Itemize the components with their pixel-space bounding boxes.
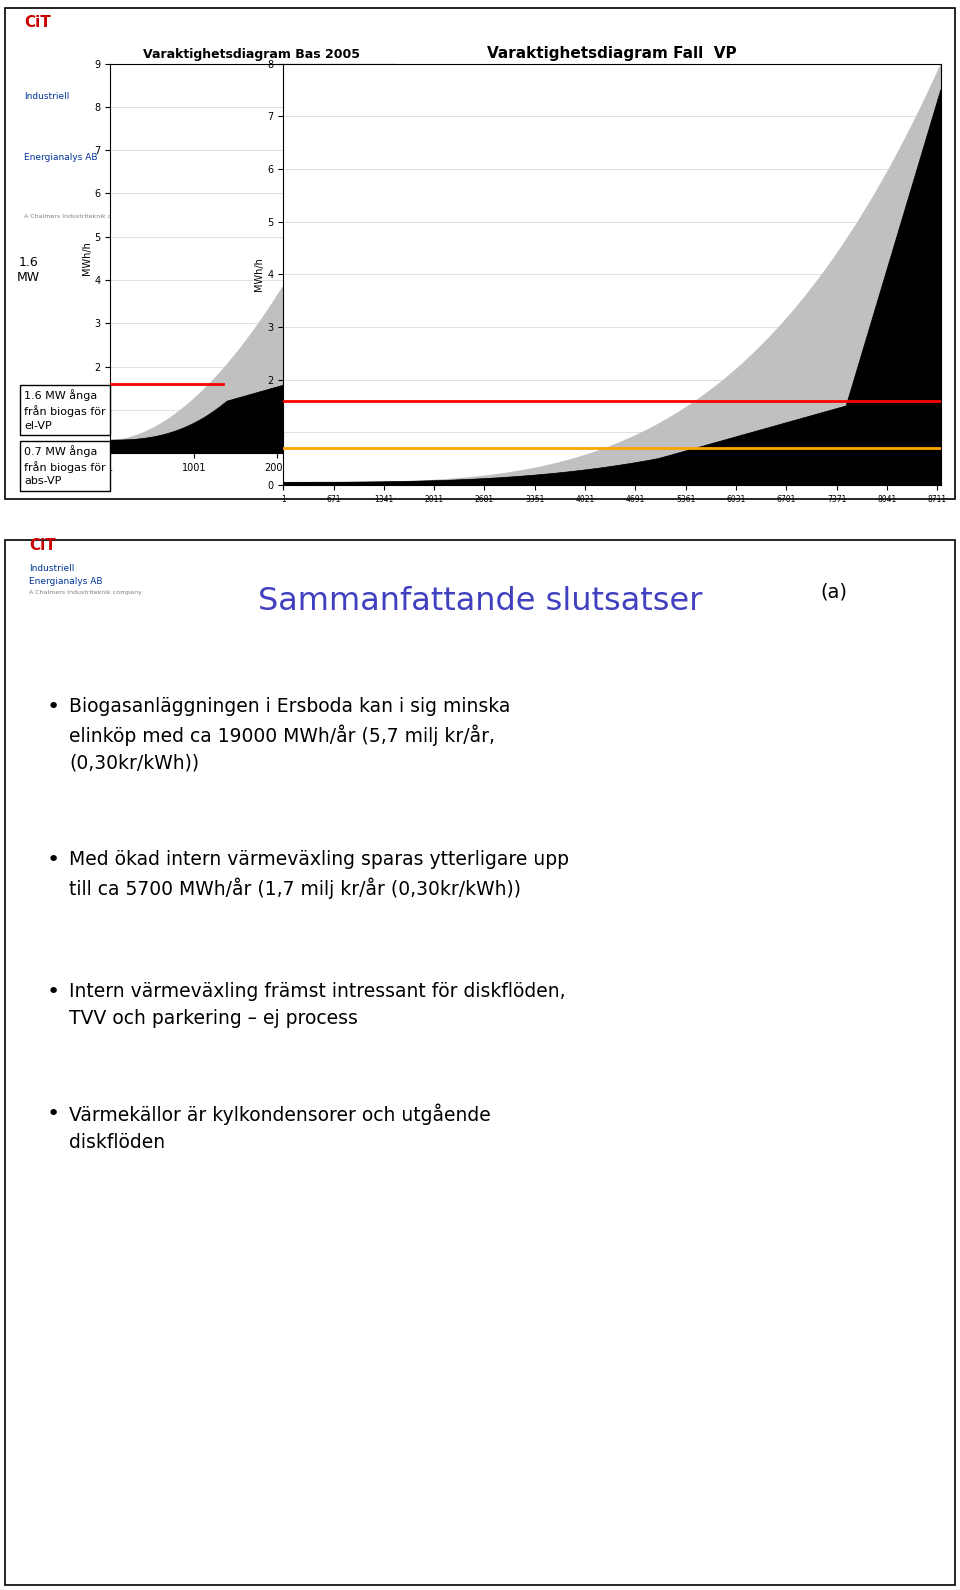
FancyBboxPatch shape [5, 8, 955, 499]
Text: 1.6
MW: 1.6 MW [17, 256, 40, 285]
Text: Industriell: Industriell [29, 564, 74, 574]
Text: •: • [46, 1103, 60, 1124]
Text: •: • [46, 849, 60, 870]
Text: •: • [46, 983, 60, 1002]
Text: A Chalmers Industriteknik company: A Chalmers Industriteknik company [29, 590, 142, 595]
Text: 1.6 MW ånga
från biogas för
el-VP: 1.6 MW ånga från biogas för el-VP [24, 390, 106, 431]
Text: Industriell: Industriell [24, 92, 69, 100]
Text: Med ökad intern värmeväxling sparas ytterligare upp
till ca 5700 MWh/år (1,7 mil: Med ökad intern värmeväxling sparas ytte… [69, 849, 569, 898]
Title: Varaktighetsdiagram Bas 2005: Varaktighetsdiagram Bas 2005 [143, 48, 361, 60]
Text: •: • [46, 696, 60, 717]
Text: Värmekällor är kylkondensorer och utgående
diskflöden: Värmekällor är kylkondensorer och utgåen… [69, 1103, 491, 1151]
Y-axis label: MWh/h: MWh/h [254, 258, 264, 291]
Text: Intern värmeväxling främst intressant för diskflöden,
TVV och parkering – ej pro: Intern värmeväxling främst intressant fö… [69, 983, 565, 1027]
Text: Sammanfattande slutsatser: Sammanfattande slutsatser [257, 585, 703, 617]
Title: Varaktighetsdiagram Fall  VP: Varaktighetsdiagram Fall VP [487, 46, 737, 60]
Y-axis label: MWh/h: MWh/h [82, 242, 91, 275]
Text: (a): (a) [821, 582, 848, 601]
Text: A Chalmers Industriteknik company: A Chalmers Industriteknik company [24, 213, 137, 219]
Text: CiT: CiT [29, 537, 56, 553]
Text: Biogasanläggningen i Ersboda kan i sig minska
elinköp med ca 19000 MWh/år (5,7 m: Biogasanläggningen i Ersboda kan i sig m… [69, 696, 511, 773]
FancyBboxPatch shape [5, 541, 955, 1585]
Text: Energianalys AB: Energianalys AB [29, 577, 103, 587]
Text: Energianalys AB: Energianalys AB [24, 153, 98, 162]
Text: 0.7 MW ånga
från biogas för
abs-VP: 0.7 MW ånga från biogas för abs-VP [24, 445, 106, 487]
Text: CiT: CiT [24, 16, 51, 30]
